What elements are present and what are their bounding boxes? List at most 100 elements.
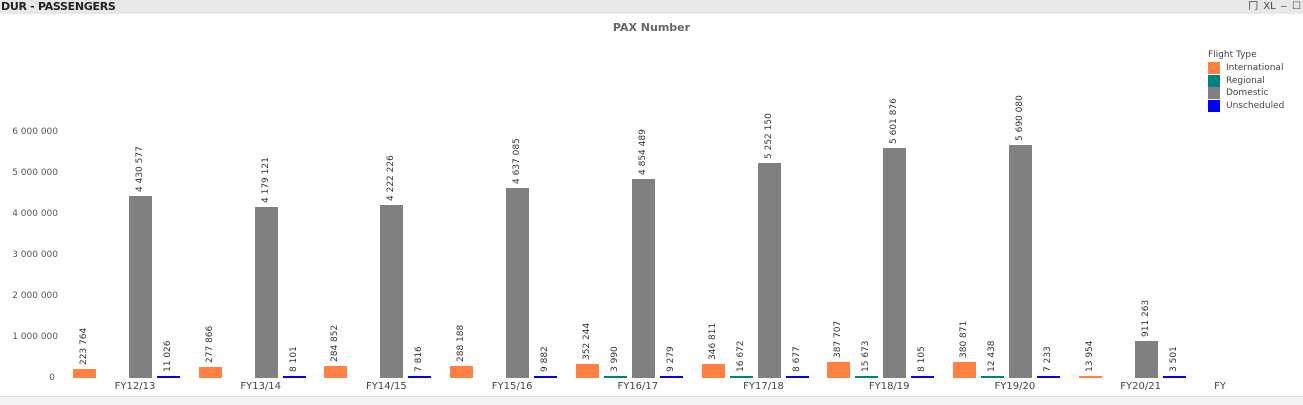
bar-domestic[interactable]	[506, 187, 530, 378]
data-label: 7 816	[414, 346, 425, 372]
chart-title: PAX Number	[612, 21, 691, 34]
bar-unscheduled[interactable]	[659, 376, 683, 378]
legend-item-unscheduled[interactable]: Unscheduled	[1208, 99, 1285, 113]
bar-domestic[interactable]	[1008, 144, 1032, 378]
x-tick: FY12/13	[114, 381, 156, 392]
table-view-icon[interactable]: 冂	[1248, 1, 1259, 12]
y-tick: 4 000 000	[12, 209, 58, 219]
bar-unscheduled[interactable]	[785, 376, 809, 378]
legend-label: Unscheduled	[1226, 100, 1285, 111]
bar-international[interactable]	[575, 363, 599, 378]
bar-domestic[interactable]	[380, 204, 404, 378]
legend-title: Flight Type	[1208, 50, 1257, 60]
legend-item-international[interactable]: International	[1208, 62, 1284, 75]
bar-domestic[interactable]	[883, 148, 907, 378]
y-tick: 3 000 000	[12, 250, 58, 260]
data-label: 3 990	[609, 346, 620, 372]
window-title: DUR - PASSENGERS	[1, 0, 116, 13]
data-label: 13 954	[1084, 340, 1095, 373]
y-tick: 2 000 000	[12, 291, 58, 301]
bar-international[interactable]	[952, 362, 976, 378]
bar-domestic[interactable]	[631, 178, 655, 378]
data-label: 380 871	[958, 321, 969, 359]
data-label: 12 438	[986, 340, 997, 373]
bar-unscheduled[interactable]	[1036, 376, 1060, 378]
bar-domestic[interactable]	[757, 162, 781, 378]
data-label: 8 105	[917, 346, 928, 372]
bar-unscheduled[interactable]	[282, 376, 306, 378]
bar-international[interactable]	[1078, 376, 1102, 378]
legend-swatch	[1208, 74, 1220, 87]
excel-export-icon[interactable]: XL	[1263, 1, 1276, 12]
legend-swatch	[1208, 62, 1220, 75]
data-label: 8 101	[288, 346, 299, 372]
data-label: 911 263	[1140, 299, 1151, 337]
data-label: 4 179 121	[260, 156, 271, 203]
data-label: 7 233	[1042, 346, 1053, 372]
data-label: 5 690 080	[1014, 94, 1025, 141]
data-label: 4 222 226	[386, 155, 397, 201]
maximize-icon[interactable]: ☐	[1292, 1, 1301, 12]
data-label: 346 811	[707, 322, 718, 360]
bar-regional[interactable]	[855, 376, 879, 378]
data-label: 4 430 577	[135, 146, 145, 193]
legend-swatch	[1208, 87, 1220, 100]
x-tick: FY16/17	[617, 381, 659, 392]
legend-item-domestic[interactable]: Domestic	[1208, 87, 1284, 100]
data-label: 352 244	[581, 322, 592, 360]
data-label: 5 252 150	[763, 112, 774, 159]
legend-label: Domestic	[1226, 88, 1269, 99]
data-label: 223 764	[79, 327, 89, 365]
data-label: 9 882	[540, 346, 551, 372]
bar-unscheduled[interactable]	[1162, 376, 1186, 378]
bar-international[interactable]	[701, 363, 725, 378]
bar-domestic[interactable]	[129, 196, 152, 378]
x-tick: FY18/19	[868, 381, 910, 392]
x-tick: FY19/20	[994, 381, 1036, 392]
bar-unscheduled[interactable]	[408, 376, 432, 378]
bar-international[interactable]	[827, 362, 851, 378]
window-titlebar: DUR - PASSENGERS 冂 XL ‒ ☐	[0, 0, 1303, 14]
bar-regional[interactable]	[729, 376, 753, 378]
x-tick: FY17/18	[743, 381, 784, 392]
legend-label: Regional	[1226, 75, 1265, 86]
data-label: 9 279	[665, 346, 676, 372]
bar-unscheduled[interactable]	[157, 376, 180, 378]
bar-regional[interactable]	[980, 376, 1004, 378]
bar-international[interactable]	[324, 366, 348, 378]
legend-label: International	[1226, 63, 1284, 74]
data-label: 4 854 489	[637, 129, 648, 175]
legend-item-regional[interactable]: Regional	[1208, 74, 1284, 88]
legend: Flight Type International Regional Domes…	[1208, 50, 1284, 112]
y-tick: 0	[49, 373, 55, 383]
bar-domestic[interactable]	[254, 206, 278, 378]
legend-swatch	[1208, 99, 1220, 112]
x-tick: FY15/16	[491, 381, 533, 392]
data-label: 11 026	[163, 340, 173, 373]
data-label: 284 852	[330, 325, 341, 363]
bar-unscheduled[interactable]	[911, 376, 935, 378]
bar-regional[interactable]	[603, 376, 627, 378]
x-axis-title: FY	[1214, 381, 1226, 392]
bottom-scrollbar[interactable]	[0, 396, 1303, 405]
x-tick: FY13/14	[240, 381, 282, 392]
data-label: 8 677	[791, 346, 802, 372]
y-tick: 6 000 000	[12, 127, 58, 137]
y-tick: 5 000 000	[12, 168, 58, 178]
bar-unscheduled[interactable]	[534, 376, 558, 378]
y-tick: 1 000 000	[12, 332, 58, 342]
data-label: 3 501	[1168, 346, 1179, 372]
bar-international[interactable]	[73, 368, 96, 378]
data-label: 15 673	[861, 340, 872, 373]
data-label: 5 601 876	[889, 98, 900, 145]
x-tick: FY20/21	[1120, 381, 1161, 392]
x-tick: FY14/15	[366, 381, 407, 392]
data-label: 277 866	[204, 325, 215, 363]
bar-international[interactable]	[450, 366, 474, 378]
bar-international[interactable]	[198, 366, 222, 378]
data-label: 288 188	[456, 324, 467, 363]
minimize-icon[interactable]: ‒	[1280, 1, 1288, 12]
data-label: 16 672	[735, 340, 746, 373]
bar-domestic[interactable]	[1134, 340, 1158, 378]
data-label: 387 707	[833, 320, 844, 359]
